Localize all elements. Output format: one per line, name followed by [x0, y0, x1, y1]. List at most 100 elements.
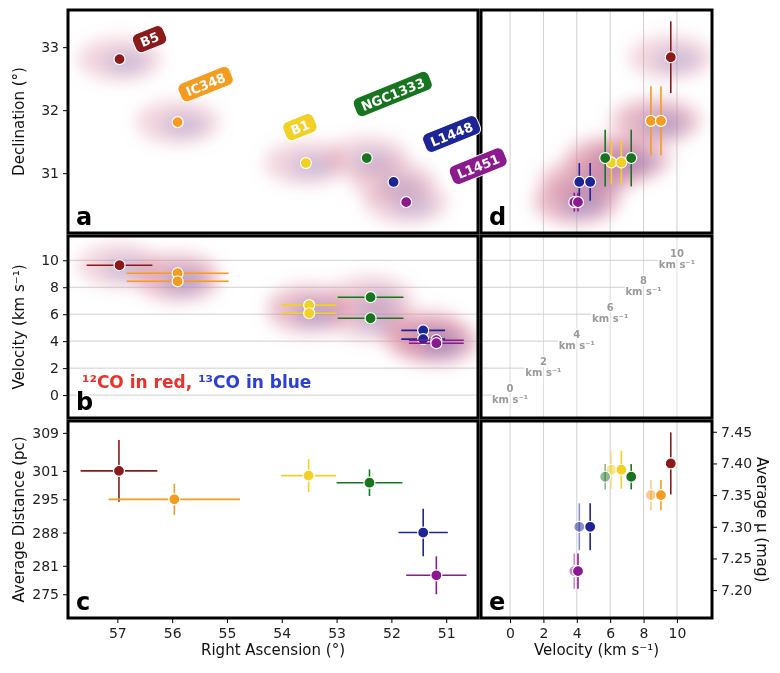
tick: 288	[32, 525, 68, 541]
marks	[81, 440, 467, 594]
panel-letter: a	[76, 203, 92, 231]
depth-tick-number: 6	[607, 302, 614, 313]
tick-label: 7.30	[721, 519, 752, 535]
grid-line	[510, 421, 511, 618]
depth-grid-vertical	[610, 236, 611, 418]
depth-tick-unit: km s⁻¹	[592, 313, 628, 324]
cloud-labels: B5IC348B1NGC1333L1448L1451	[130, 24, 509, 187]
cloud-label-text: B1	[288, 117, 311, 138]
tick: 309	[32, 425, 68, 441]
tick-mark	[712, 590, 717, 591]
tick-mark	[63, 499, 68, 500]
cloud-label-box	[447, 146, 509, 186]
tick-label: 8	[640, 625, 649, 641]
series	[281, 459, 336, 492]
tick-label: 7.20	[721, 582, 752, 598]
point	[616, 464, 627, 475]
tick-label: 10	[669, 625, 687, 641]
tick: 7.25	[712, 550, 752, 566]
tick-label: 7.35	[721, 487, 752, 503]
grid-line	[676, 421, 677, 618]
depth-grid-horizontal	[481, 368, 529, 369]
panel-letter: e	[489, 588, 505, 616]
tick-label: 7.45	[721, 424, 752, 440]
tick: 0	[50, 387, 68, 403]
tick-mark	[63, 341, 68, 342]
point	[655, 115, 666, 126]
tick-label: 2	[50, 360, 59, 376]
tick: 2	[50, 360, 68, 376]
point	[626, 471, 637, 482]
grid-line	[510, 10, 511, 233]
tick-label: 301	[32, 463, 59, 479]
annotation: ¹²CO in red,¹³CO in blue	[82, 372, 311, 392]
tick: 6	[606, 618, 615, 641]
point	[655, 490, 666, 501]
tick-mark	[63, 594, 68, 595]
tick-mark	[391, 618, 392, 623]
point	[388, 176, 399, 187]
panel-frame	[481, 236, 712, 418]
point	[361, 153, 372, 164]
panel-background	[68, 236, 478, 418]
tick-label: 8	[50, 279, 59, 295]
tick-mark	[63, 314, 68, 315]
cloud-label-box	[176, 64, 235, 103]
tick: 57	[109, 618, 127, 641]
x-axis: 0246810	[482, 618, 713, 641]
depth-tick-label: 8km s⁻¹	[625, 275, 661, 297]
figure: 313233aDeclination (°)0246810bVelocity (…	[0, 0, 780, 673]
panel-background	[68, 421, 478, 618]
cloud-label-text: B5	[138, 29, 161, 50]
tick: 7.40	[712, 455, 752, 471]
point	[114, 260, 125, 271]
emission-blue	[104, 51, 148, 73]
depth-grid-horizontal	[481, 341, 563, 342]
tick-mark	[63, 173, 68, 174]
tick-mark	[63, 471, 68, 472]
tick-label: 32	[41, 102, 59, 118]
y-axis: 31 32 33	[41, 11, 68, 234]
depth-tick-label: 6km s⁻¹	[592, 302, 628, 324]
tick: 0	[506, 618, 515, 641]
tick-label: 53	[328, 625, 346, 641]
tick: 7.35	[712, 487, 752, 503]
tick-mark	[577, 618, 578, 623]
x-axis-title: Right Ascension (°)	[201, 641, 345, 659]
tick: 10	[669, 618, 687, 641]
depth-grid-vertical	[643, 236, 644, 418]
tick-mark	[117, 618, 118, 623]
point	[114, 54, 125, 65]
point	[431, 570, 442, 581]
emission-blue	[655, 49, 699, 71]
tick-mark	[712, 495, 717, 496]
grid-line	[576, 421, 577, 618]
tick: 52	[383, 618, 401, 641]
cloud-label-box	[281, 112, 319, 143]
depth-grid-horizontal	[481, 314, 596, 315]
x-axis: 57565554535251	[69, 618, 479, 641]
annotation-part: ¹²CO in red,	[82, 372, 192, 392]
tick-label: 56	[164, 625, 182, 641]
point	[600, 153, 611, 164]
grid-line	[68, 368, 478, 369]
tick-label: 6	[50, 306, 59, 322]
series	[645, 480, 666, 510]
series	[361, 153, 372, 164]
tick: 31	[41, 165, 68, 181]
tick-label: 275	[32, 586, 59, 602]
depth-grid-vertical	[543, 236, 544, 418]
tick-label: 54	[273, 625, 291, 641]
series	[665, 21, 676, 93]
y-axis-title: Average Distance (pc)	[10, 436, 28, 602]
tick-label: 33	[41, 39, 59, 55]
series	[81, 440, 158, 502]
depth-tick-number: 10	[670, 248, 684, 259]
point	[645, 115, 656, 126]
series	[172, 117, 183, 128]
series	[282, 300, 337, 319]
panel-letter: b	[76, 388, 93, 416]
tick: 6	[50, 306, 68, 322]
tick-mark	[644, 618, 645, 623]
emission-blue	[162, 114, 206, 136]
